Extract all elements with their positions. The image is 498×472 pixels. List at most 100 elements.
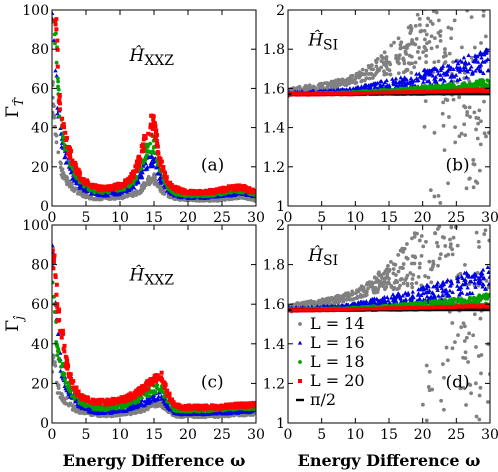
data-point — [370, 76, 375, 80]
data-point — [472, 162, 477, 167]
data-point — [154, 138, 159, 143]
data-point — [122, 195, 127, 200]
data-point — [57, 356, 61, 361]
data-point — [125, 406, 131, 411]
data-point — [52, 32, 57, 37]
data-point — [334, 82, 339, 87]
data-point — [459, 59, 465, 64]
data-point — [445, 68, 450, 73]
data-point — [373, 81, 378, 86]
data-point — [151, 393, 157, 398]
data-point — [164, 177, 169, 182]
data-point — [347, 81, 352, 86]
data-point — [206, 189, 211, 194]
data-point — [155, 141, 160, 146]
data-point — [455, 77, 460, 82]
data-point — [394, 84, 399, 89]
data-point — [384, 56, 388, 61]
data-point — [70, 158, 75, 163]
data-point — [158, 387, 163, 392]
data-point — [340, 87, 346, 92]
data-point — [134, 169, 139, 174]
data-point — [131, 185, 137, 190]
data-point — [478, 62, 484, 67]
data-point — [366, 63, 371, 68]
data-point — [132, 404, 138, 409]
data-point — [77, 183, 82, 188]
data-point — [113, 191, 119, 196]
data-point — [385, 67, 390, 71]
data-point — [215, 188, 220, 193]
data-point — [150, 159, 156, 164]
data-point — [151, 156, 156, 161]
data-point — [440, 111, 445, 116]
data-point — [250, 197, 255, 202]
data-point — [63, 381, 68, 386]
data-point — [409, 70, 414, 75]
data-point — [441, 123, 446, 128]
data-point — [382, 69, 386, 74]
data-point — [52, 110, 55, 115]
data-point — [422, 28, 427, 33]
data-point — [64, 388, 69, 393]
data-point — [198, 190, 203, 195]
data-point — [451, 60, 455, 64]
data-point — [147, 394, 152, 398]
y-tick-label: 1.8 — [263, 42, 285, 58]
data-point — [396, 36, 401, 41]
data-point — [52, 83, 55, 88]
data-point — [96, 187, 101, 192]
data-point — [398, 75, 404, 80]
data-point — [407, 61, 412, 66]
data-point — [57, 94, 62, 99]
data-point — [422, 71, 427, 76]
data-point — [388, 62, 393, 67]
x-tick-label: 5 — [317, 210, 326, 226]
data-point — [157, 185, 162, 190]
data-point — [158, 163, 163, 168]
data-point — [442, 61, 447, 66]
data-point — [79, 178, 84, 183]
data-point — [472, 45, 477, 50]
data-point — [461, 55, 467, 60]
data-point — [52, 95, 55, 100]
data-point — [98, 197, 103, 202]
data-point — [148, 141, 152, 146]
data-point — [55, 64, 60, 69]
data-point — [474, 127, 478, 132]
data-point — [68, 151, 73, 156]
data-point — [381, 82, 386, 87]
data-point — [385, 82, 390, 87]
data-point — [124, 189, 130, 194]
data-point — [432, 60, 437, 65]
data-point — [469, 55, 474, 60]
data-point — [68, 170, 74, 175]
data-point — [464, 186, 469, 191]
plot-area — [52, 243, 256, 420]
data-point — [110, 187, 115, 192]
data-point — [146, 405, 151, 410]
data-point — [415, 85, 420, 90]
data-point — [472, 110, 477, 115]
data-point — [423, 45, 427, 50]
data-point — [408, 76, 414, 81]
series-l16 — [52, 11, 256, 201]
data-point — [418, 23, 422, 27]
data-point — [213, 190, 218, 195]
data-point — [162, 174, 167, 179]
data-point — [364, 68, 369, 73]
data-point — [149, 132, 154, 137]
data-point — [73, 166, 78, 171]
data-point — [52, 369, 55, 374]
data-point — [407, 80, 412, 85]
data-point — [157, 402, 162, 407]
data-point — [478, 68, 484, 73]
data-point — [84, 182, 89, 187]
data-point — [396, 71, 401, 76]
data-point — [434, 10, 439, 15]
data-point — [451, 97, 456, 102]
data-point — [52, 280, 55, 285]
data-point — [422, 124, 427, 129]
data-point — [52, 80, 55, 85]
data-point — [421, 50, 426, 55]
